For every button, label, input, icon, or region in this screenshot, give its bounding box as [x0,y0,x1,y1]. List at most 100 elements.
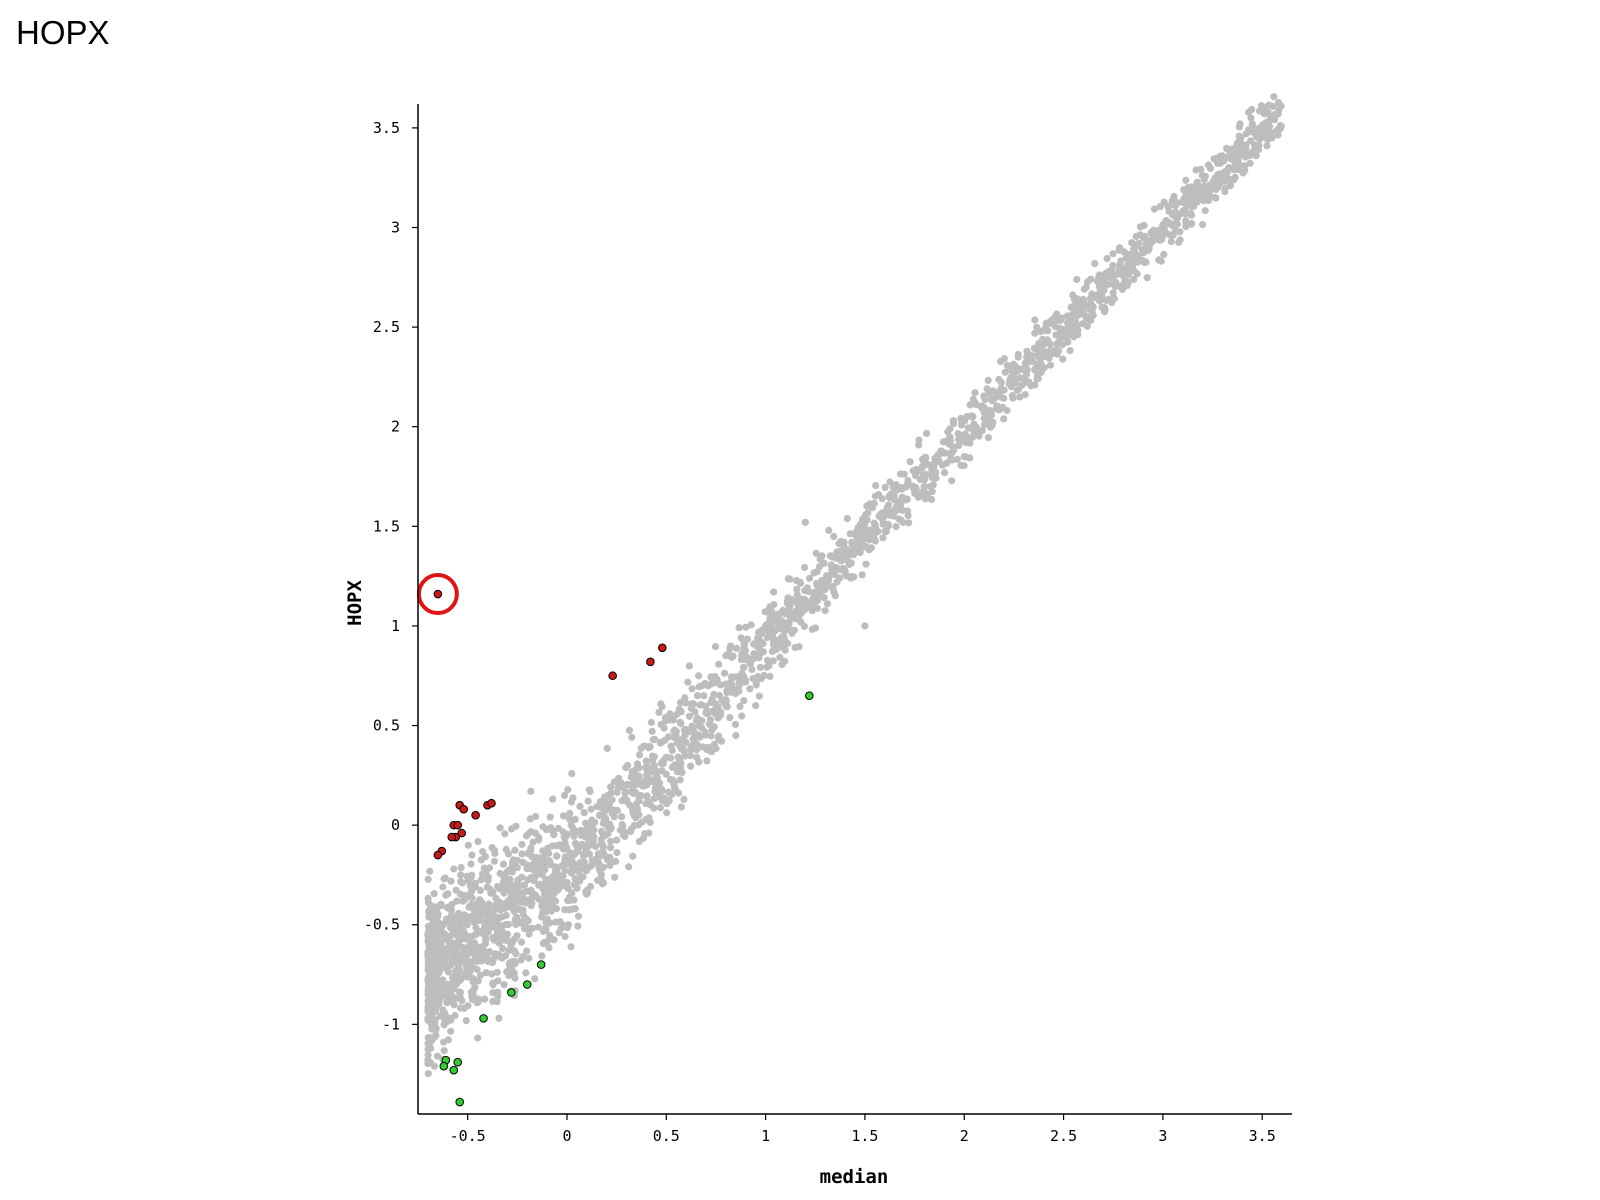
y-tick-label: 3.5 [373,119,400,137]
background-point [971,389,979,397]
background-point [524,876,532,884]
background-point [441,874,449,882]
background-point [555,872,563,880]
background-point [766,609,774,618]
background-point [538,857,546,865]
background-point [1034,353,1043,361]
background-point [1181,210,1189,218]
background-point [1020,375,1029,383]
background-point [424,894,432,903]
background-point [1128,263,1136,271]
background-point [591,818,599,826]
background-point [735,624,743,632]
background-point [975,432,983,440]
background-point [532,868,540,876]
background-point [535,833,543,842]
background-point [443,999,451,1007]
background-point [513,932,521,940]
background-point [462,1017,470,1025]
background-point [447,1027,455,1035]
background-point [864,509,872,517]
background-point [923,490,932,498]
background-point [1201,207,1209,215]
background-point [518,840,526,849]
background-point [541,865,549,873]
background-point [676,776,684,784]
background-point [559,812,568,820]
background-point [918,464,926,472]
background-point [532,812,540,821]
background-point [555,841,564,849]
background-point [1031,329,1039,337]
background-point [500,981,508,989]
background-point [1261,129,1269,137]
background-point [508,868,516,876]
background-point [617,779,625,787]
background-point [770,588,778,596]
background-point [655,708,663,717]
background-point [538,899,547,907]
background-point [1259,121,1267,129]
background-point [563,924,572,932]
background-point [606,859,615,867]
background-point [440,1038,448,1046]
background-point [1212,194,1220,202]
background-point [453,975,461,983]
background-point [621,789,629,797]
background-point [1132,232,1140,241]
background-point [1116,244,1124,252]
background-point [861,542,870,550]
background-point [1172,213,1180,222]
background-point [856,527,864,535]
background-point [538,952,546,960]
background-point [733,644,741,653]
background-point [731,720,740,729]
background-point [828,553,836,561]
background-point [778,660,786,669]
background-point [435,981,443,989]
background-point [481,853,489,861]
background-point [642,765,650,773]
background-point [863,516,871,524]
background-point [570,832,578,840]
background-point [685,712,694,720]
up-regulated-point [457,828,467,838]
background-point [1267,116,1275,124]
background-point [984,434,993,442]
background-point [791,643,799,652]
background-point [769,657,777,665]
background-point [675,759,683,767]
background-point [1033,323,1041,331]
background-point [447,877,455,885]
background-point [1030,344,1038,352]
background-point [828,566,836,574]
background-point [642,757,650,765]
background-point [1060,326,1068,334]
background-point [502,911,510,920]
background-point [905,519,913,527]
background-point [560,791,569,800]
background-point [863,502,871,510]
background-point [618,813,626,821]
background-point [1111,283,1119,291]
background-point [474,1034,482,1042]
background-point [542,924,550,932]
background-point [1234,165,1242,173]
background-point [541,847,549,855]
background-point [897,496,905,504]
background-point [499,871,507,879]
background-point [522,832,531,840]
background-point [732,731,740,740]
background-point [584,842,592,850]
background-point [1067,313,1075,321]
background-point [1233,140,1241,148]
background-point [625,863,633,871]
background-point [665,788,673,796]
background-point [455,988,463,996]
background-point [713,675,721,684]
background-point [565,894,573,902]
background-point [493,905,501,913]
background-point [671,785,679,793]
up-regulated-point [459,804,468,814]
background-point [743,635,752,643]
